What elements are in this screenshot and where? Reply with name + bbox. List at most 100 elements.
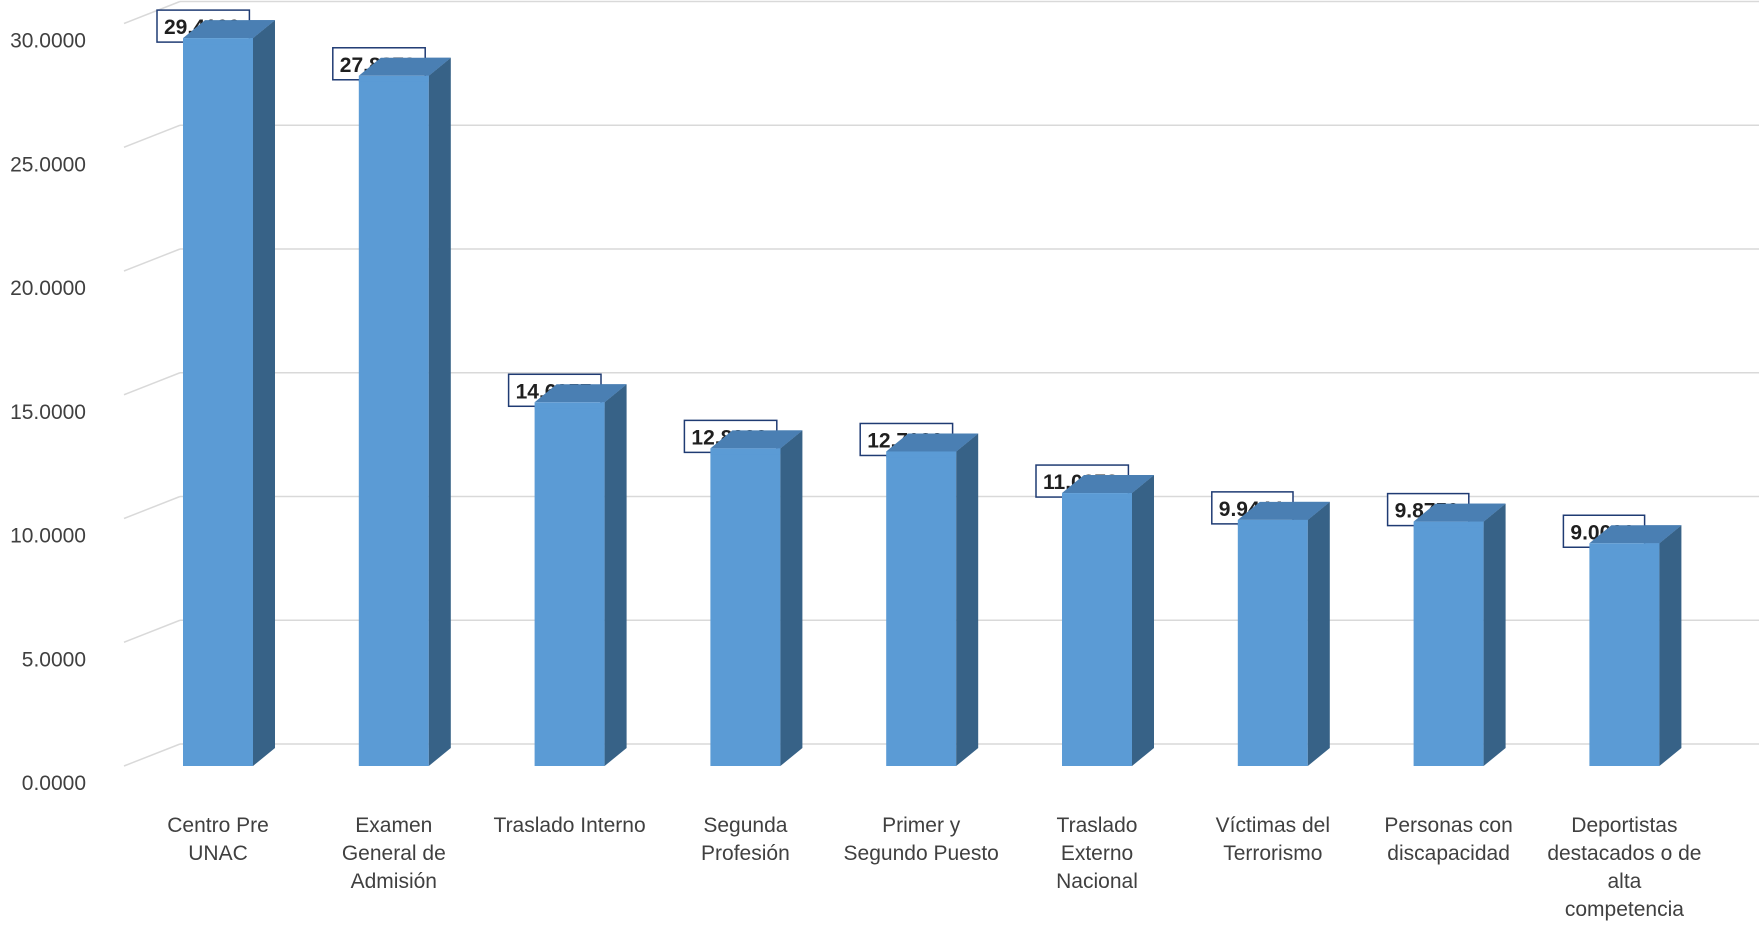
x-category-label: Personas con discapacidad <box>1384 814 1512 865</box>
bar-front-overlap <box>1413 521 1484 528</box>
data-label: 12.8333 <box>683 419 803 455</box>
x-category-line: Externo <box>1061 842 1133 865</box>
x-category-line: competencia <box>1565 898 1684 921</box>
bar-side-face <box>428 57 451 766</box>
y-tick-label: 20.0000 <box>10 277 86 300</box>
gridline-depth <box>123 743 181 767</box>
bar-side-face <box>604 384 627 766</box>
y-tick-label: 0.0000 <box>22 772 86 795</box>
x-category-label: Examen General de Admisión <box>342 814 446 893</box>
x-category-line: Terrorismo <box>1223 842 1322 865</box>
y-tick-label: 25.0000 <box>10 153 86 176</box>
gridline-depth <box>123 495 181 520</box>
bar-top-overlap <box>1413 503 1506 522</box>
y-tick-label: 30.0000 <box>10 30 86 53</box>
gridline-depth <box>123 0 181 25</box>
x-category-label: Primer y Segundo Puesto <box>844 814 999 865</box>
y-axis-tick-labels: 0.0000 5.0000 10.0000 15.0000 20.0000 25.0000… <box>10 30 86 796</box>
x-category-line: Segundo Puesto <box>844 842 999 865</box>
x-category-line: Traslado <box>1057 814 1138 837</box>
x-category-line: Deportistas <box>1571 814 1677 837</box>
bar-front-overlap <box>358 75 429 82</box>
data-label: 12.7083 <box>859 422 979 458</box>
x-category-line: alta <box>1607 870 1641 893</box>
bar <box>1062 475 1154 766</box>
bar-front-overlap <box>1062 493 1132 500</box>
data-labels: 29.4100 27.8879 14.6957 12.8333 12.7083 11.02… <box>156 9 1682 550</box>
x-axis-category-labels: Centro Pre UNAC Examen General de Admisión Tr… <box>167 814 1701 921</box>
x-category-line: Traslado Interno <box>494 814 646 837</box>
bar-side-face <box>1659 525 1682 766</box>
bar <box>534 384 627 766</box>
bar-top-overlap <box>183 20 275 39</box>
bar-top-overlap <box>534 384 627 403</box>
bar-top-overlap <box>1062 475 1154 494</box>
bar <box>183 20 275 767</box>
bar-side-face <box>956 433 979 766</box>
bar-top-overlap <box>1589 525 1682 544</box>
data-label: 11.0278 <box>1035 464 1154 500</box>
bar-front-face <box>886 451 957 766</box>
bar <box>1237 501 1330 766</box>
data-label: 14.6957 <box>507 373 627 409</box>
x-category-line: Examen <box>355 814 432 837</box>
x-category-line: Centro Pre <box>167 814 269 837</box>
bar-front-face <box>358 75 429 766</box>
x-category-line: UNAC <box>188 842 248 865</box>
gridline-depth <box>123 248 181 272</box>
data-label: 9.8750 <box>1386 492 1506 528</box>
x-category-label: Víctimas del Terrorismo <box>1216 814 1330 865</box>
data-label: 9.9444 <box>1211 491 1330 526</box>
y-tick-label: 5.0000 <box>22 648 86 671</box>
data-label: 9.0000 <box>1562 514 1682 550</box>
x-category-line: discapacidad <box>1387 842 1510 865</box>
bar-front-face <box>1062 493 1132 766</box>
bar-side-face <box>780 430 803 766</box>
bar-top-overlap <box>886 433 979 452</box>
gridline-depth <box>123 124 181 148</box>
bar-front-face <box>1589 543 1660 766</box>
gridline-depth <box>123 619 181 643</box>
x-category-line: Personas con <box>1384 814 1512 837</box>
y-tick-label: 10.0000 <box>10 525 86 548</box>
x-category-line: Profesión <box>701 842 790 865</box>
bar-front-overlap <box>1237 519 1308 526</box>
bar-side-face <box>1483 503 1506 766</box>
x-category-label: Deportistas destacados o de alta competenci… <box>1547 814 1701 921</box>
bar-front-overlap <box>1589 543 1660 550</box>
x-category-line: Nacional <box>1056 870 1138 893</box>
x-category-line: General de <box>342 842 446 865</box>
bar-top-overlap <box>358 57 451 76</box>
bar-top-overlap <box>710 430 803 449</box>
bar-front-face <box>1237 519 1308 766</box>
data-label: 27.8879 <box>332 47 451 82</box>
x-category-label: Segunda Profesión <box>701 814 790 865</box>
bar-front-face <box>183 38 253 767</box>
bar <box>1413 503 1506 766</box>
bar <box>1589 525 1682 766</box>
bar-front-overlap <box>886 451 957 458</box>
bars <box>183 20 1682 767</box>
bar-top-overlap <box>1237 501 1330 520</box>
data-label: 29.4100 <box>156 9 275 45</box>
bar <box>710 430 803 766</box>
x-category-label: Traslado Interno <box>494 814 646 837</box>
x-category-label: Traslado Externo Nacional <box>1056 814 1138 893</box>
gridline-depth <box>123 372 181 396</box>
bar-front-overlap <box>534 402 605 409</box>
x-category-line: Primer y <box>882 814 961 837</box>
x-category-label: Centro Pre UNAC <box>167 814 269 865</box>
bar-front-overlap <box>183 38 253 45</box>
x-category-line: Segunda <box>703 814 787 837</box>
bar <box>886 433 979 766</box>
bar-front-face <box>710 448 781 766</box>
bar-side-face <box>1307 501 1330 766</box>
bar-side-face <box>1132 475 1154 766</box>
bar-side-face <box>253 20 275 767</box>
bar-front-face <box>534 402 605 766</box>
x-category-line: Víctimas del <box>1216 814 1330 837</box>
x-category-line: Admisión <box>351 870 437 893</box>
x-category-line: destacados o de <box>1547 842 1701 865</box>
